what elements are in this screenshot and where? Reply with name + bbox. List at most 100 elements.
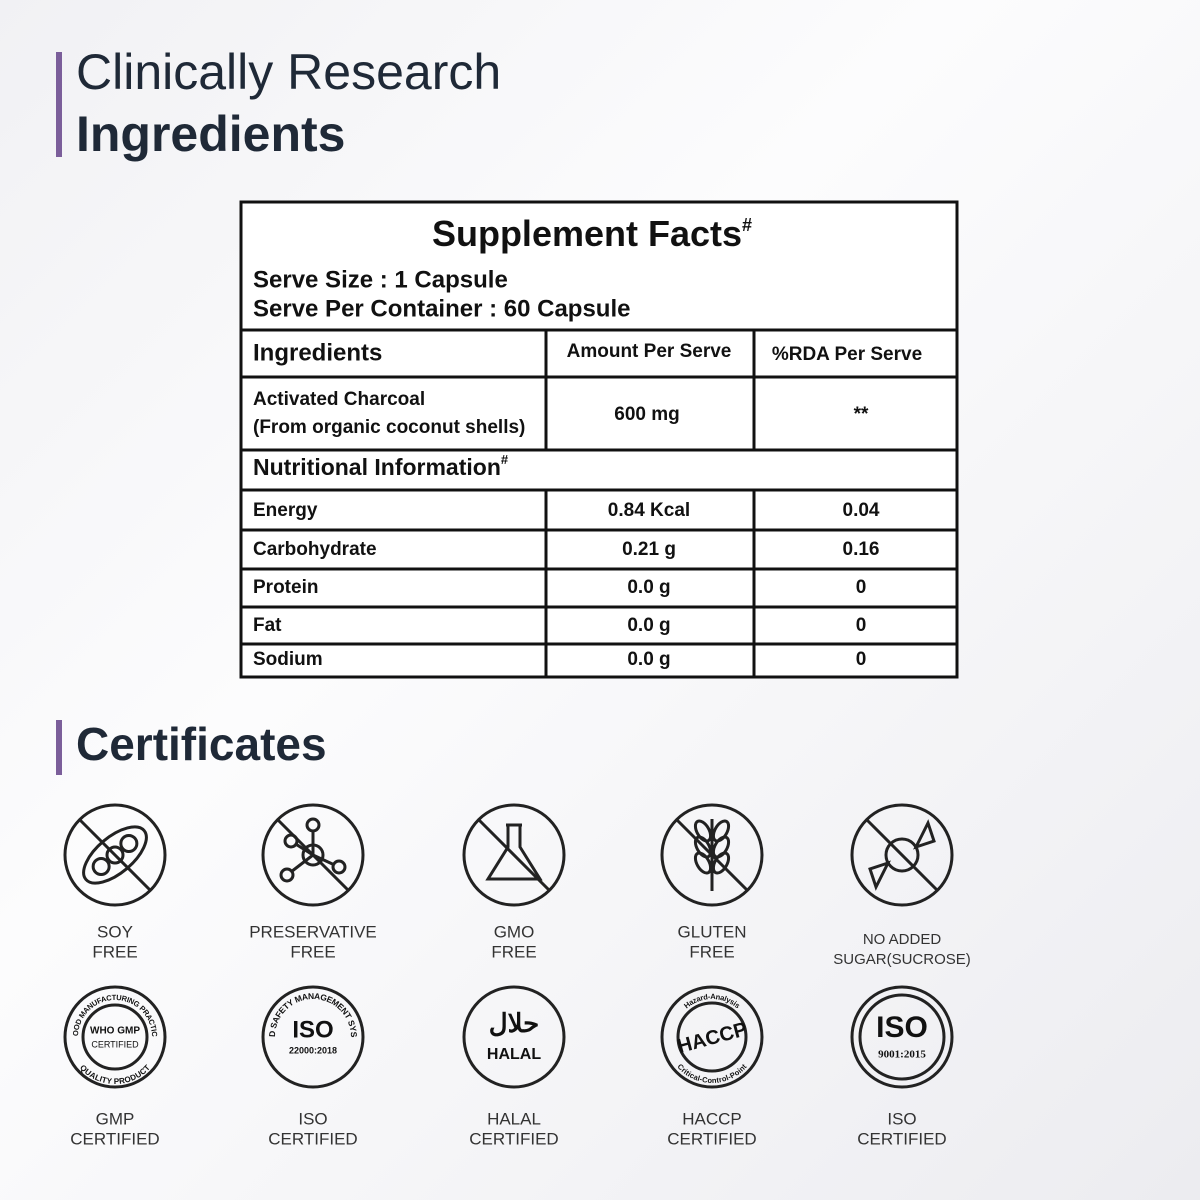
accent-bar: [56, 720, 62, 775]
icon-ring: [63, 803, 167, 907]
grain: [693, 819, 713, 843]
text: Protein: [253, 577, 318, 598]
table-title: Supplement Facts#: [432, 213, 752, 254]
text: Serve Size : 1 Capsule: [253, 266, 508, 293]
facts-table: [239, 200, 959, 679]
text: 600 mg: [614, 404, 679, 425]
text: CERTIFIED: [91, 1039, 139, 1049]
text: Carbohydrate: [253, 539, 377, 560]
icon-label: HALAL: [487, 1109, 541, 1128]
bond: [291, 853, 314, 873]
icon-ring: [850, 803, 954, 907]
nutrition-mark: #: [501, 452, 509, 467]
text: Sodium: [253, 649, 323, 670]
icon-label: GLUTEN: [678, 922, 747, 941]
badge-ring: [660, 985, 764, 1089]
icon-label: CERTIFIED: [70, 1129, 159, 1148]
text: ISO: [292, 1016, 333, 1043]
badge-ring: [850, 985, 954, 1089]
text: 0.0 g: [627, 649, 670, 670]
icon-label: CERTIFIED: [268, 1129, 357, 1148]
text: حلال: [489, 1008, 539, 1038]
text: 0: [856, 577, 867, 598]
icon-label: HACCP: [682, 1109, 742, 1128]
soy-bean: [119, 833, 139, 853]
badge-ring: [261, 985, 365, 1089]
heading-line2: Ingredients: [76, 106, 345, 162]
grain: [693, 851, 713, 875]
badge-ring: [462, 985, 566, 1089]
flask: [485, 823, 543, 881]
icon-label: CERTIFIED: [857, 1129, 946, 1148]
badge-ring: [63, 985, 167, 1089]
icon-label: SUGAR(SUCROSE): [833, 951, 971, 968]
atom: [305, 817, 321, 833]
text: 0.84 Kcal: [608, 500, 690, 521]
nutrition-text: Nutritional Information: [253, 454, 501, 480]
text: 0.04: [843, 500, 880, 521]
inner-ring: [858, 993, 946, 1081]
icon-label: CERTIFIED: [667, 1129, 756, 1148]
text: HACCP: [675, 1018, 749, 1058]
atom: [279, 867, 295, 883]
text: (From organic coconut shells): [253, 417, 525, 438]
icon-label: ISO: [298, 1109, 327, 1128]
strike: [675, 818, 749, 892]
title-text: Supplement Facts: [432, 213, 742, 254]
strike: [865, 818, 939, 892]
text: %RDA Per Serve: [772, 344, 922, 365]
text: 0: [856, 615, 867, 636]
inner-ring: [676, 1001, 748, 1073]
soy-bean: [91, 857, 111, 877]
candy: [884, 837, 920, 873]
icon-label: FREE: [491, 942, 536, 961]
atom: [331, 859, 347, 875]
icon-label: FREE: [92, 942, 137, 961]
text: ISO: [876, 1011, 928, 1044]
soy-pod: [82, 825, 148, 885]
text: 0.16: [843, 539, 880, 560]
accent-bar: [56, 52, 62, 157]
text: WHO GMP: [90, 1026, 140, 1037]
text: Ingredients: [253, 339, 382, 366]
text: 0.21 g: [622, 539, 676, 560]
text: Fat: [253, 615, 282, 636]
text: 22000:2018: [289, 1045, 337, 1055]
icon-label: CERTIFIED: [469, 1129, 558, 1148]
icon-label: ISO: [887, 1109, 916, 1128]
heading-line1: Clinically Research: [76, 44, 501, 100]
badge-arc-text: QUALITY PRODUCT: [78, 1063, 152, 1086]
nutrition-title: Nutritional Information#: [253, 452, 509, 480]
text: Energy: [253, 500, 318, 521]
text: 0.0 g: [627, 615, 670, 636]
text: Amount Per Serve: [567, 341, 732, 362]
badge-arc-text: Hazard-Analysis: [682, 992, 742, 1010]
text: Serve Per Container : 60 Capsule: [253, 295, 630, 322]
text: 0: [856, 649, 867, 670]
icon-label: GMO: [494, 922, 535, 941]
icon-label: FREE: [290, 942, 335, 961]
icon-label: PRESERVATIVE: [249, 922, 377, 941]
icon-ring: [462, 803, 566, 907]
strike: [78, 818, 152, 892]
icon-label: NO ADDED: [863, 931, 942, 948]
arc-text: QUALITY PRODUCT: [78, 1063, 152, 1086]
icon-ring: [261, 803, 365, 907]
icon-label: SOY: [97, 922, 133, 941]
icon-label: GMP: [96, 1109, 135, 1128]
text: 0.0 g: [627, 577, 670, 598]
text: **: [854, 404, 869, 425]
text: Activated Charcoal: [253, 389, 425, 410]
inner-ring: [81, 1003, 149, 1071]
icon-ring: [660, 803, 764, 907]
certificates-title: Certificates: [76, 718, 327, 770]
grain: [711, 819, 731, 843]
text: 9001:2015: [878, 1049, 926, 1061]
text: HALAL: [487, 1046, 541, 1063]
grain: [693, 835, 713, 859]
arc-text: Hazard-Analysis: [682, 992, 742, 1010]
soy-bean: [105, 845, 125, 865]
strike: [276, 818, 350, 892]
